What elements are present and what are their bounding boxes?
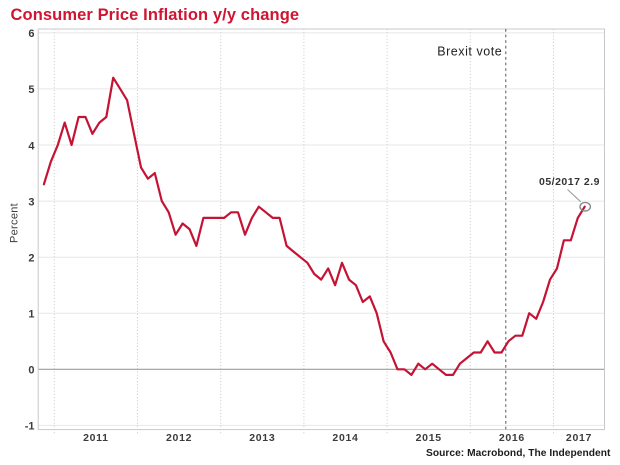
svg-text:1: 1 bbox=[28, 309, 34, 321]
svg-text:05/2017 2.9: 05/2017 2.9 bbox=[539, 176, 600, 188]
svg-text:2: 2 bbox=[28, 253, 34, 265]
svg-text:5: 5 bbox=[28, 84, 34, 96]
svg-text:3: 3 bbox=[28, 196, 34, 208]
svg-text:2014: 2014 bbox=[332, 432, 358, 444]
svg-text:Consumer Price Inflation y/y c: Consumer Price Inflation y/y change bbox=[11, 6, 300, 24]
svg-text:6: 6 bbox=[28, 28, 34, 40]
svg-text:4: 4 bbox=[28, 140, 35, 152]
svg-text:2016: 2016 bbox=[499, 432, 525, 444]
svg-text:2015: 2015 bbox=[416, 432, 442, 444]
svg-text:2012: 2012 bbox=[166, 432, 192, 444]
svg-text:0: 0 bbox=[28, 365, 34, 377]
svg-text:Source: Macrobond, The Indepen: Source: Macrobond, The Independent bbox=[426, 448, 611, 459]
svg-text:2011: 2011 bbox=[83, 432, 109, 444]
svg-text:2013: 2013 bbox=[249, 432, 275, 444]
svg-text:-1: -1 bbox=[25, 421, 35, 433]
svg-text:2017: 2017 bbox=[566, 432, 592, 444]
svg-text:Brexit vote: Brexit vote bbox=[437, 44, 502, 58]
svg-text:Percent: Percent bbox=[9, 203, 21, 243]
